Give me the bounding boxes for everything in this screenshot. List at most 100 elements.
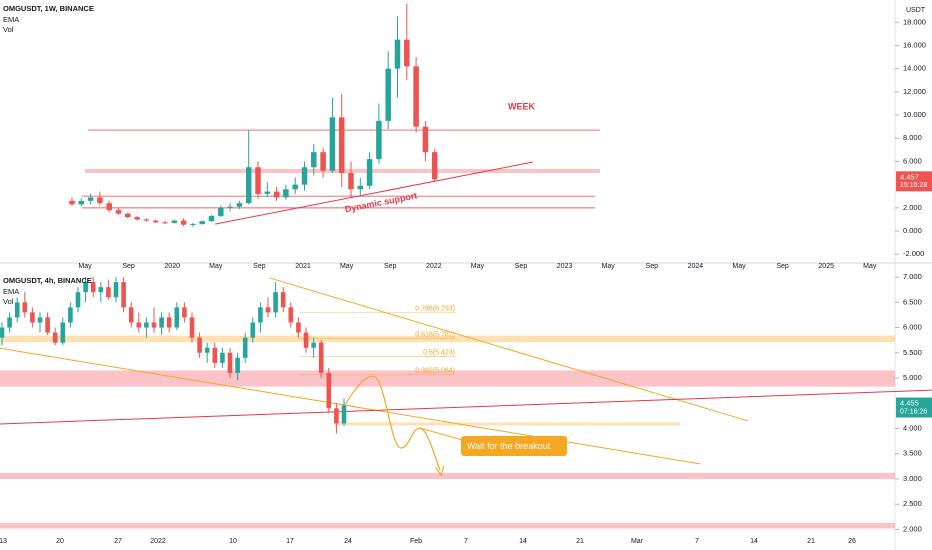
- candle-body: [280, 292, 286, 308]
- symbol-title: OMGUSDT, 1W, BINANCE: [3, 4, 94, 13]
- candle-body: [318, 342, 324, 373]
- candle-body: [190, 224, 196, 226]
- candle-body: [320, 152, 326, 171]
- annotation: WEEK: [508, 101, 536, 111]
- x-tick-label: Sep: [646, 263, 659, 270]
- candle-body: [7, 317, 12, 328]
- y-tick-label: 2.000: [903, 203, 922, 212]
- x-tick-label: 2022: [150, 538, 166, 545]
- candle-body: [227, 206, 233, 208]
- x-tick-label: 14: [750, 538, 758, 545]
- x-tick-label: 2020: [164, 263, 180, 270]
- zone-band: [335, 422, 680, 426]
- indicator-label: Vol: [3, 297, 14, 306]
- trend-line: [269, 277, 749, 422]
- candle-body: [143, 219, 150, 221]
- candle-body: [236, 203, 243, 207]
- candle-body: [357, 185, 364, 190]
- x-tick-label: May: [602, 263, 616, 270]
- y-tick-label: -2.000: [903, 249, 924, 258]
- candle-body: [166, 317, 172, 328]
- candle-body: [376, 120, 382, 160]
- candle-body: [366, 159, 373, 186]
- candle-body: [334, 408, 339, 424]
- candle-body: [75, 292, 81, 308]
- x-tick-label: Mar: [631, 538, 644, 545]
- trend-line: [0, 389, 932, 425]
- candle-body: [115, 210, 122, 214]
- y-tick-label: 18.000: [903, 17, 926, 26]
- trend-line: [0, 347, 701, 465]
- candle-body: [218, 207, 224, 216]
- candle-body: [296, 322, 301, 333]
- price-tag: [896, 171, 932, 192]
- candle-body: [326, 372, 332, 409]
- candle-body: [255, 167, 261, 194]
- x-tick-label: 13: [0, 538, 7, 545]
- candle-body: [136, 322, 142, 328]
- y-tick-label: 5.500: [903, 348, 922, 357]
- candle-body: [301, 167, 308, 185]
- callout-pointer: [419, 427, 463, 441]
- candle-body: [151, 322, 157, 328]
- x-tick-label: 2022: [426, 263, 442, 270]
- y-tick-label: 6.500: [903, 297, 922, 306]
- x-tick-label: Sep: [384, 263, 397, 270]
- x-tick-label: 26: [848, 538, 856, 545]
- x-tick-label: 21: [807, 538, 815, 545]
- x-tick-label: 21: [576, 538, 584, 545]
- unit-label: USDT: [906, 7, 926, 14]
- candle-body: [152, 220, 159, 223]
- candle-body: [212, 347, 218, 363]
- candle-body: [97, 197, 103, 204]
- x-tick-label: Sep: [253, 263, 266, 270]
- y-tick-label: 0.000: [903, 226, 922, 235]
- candle-body: [83, 282, 88, 293]
- candle-body: [348, 173, 354, 190]
- candle-body: [60, 322, 66, 343]
- zone-band: [0, 370, 895, 387]
- y-tick-label: 8.000: [903, 133, 922, 142]
- candle-body: [174, 307, 180, 328]
- x-tick-label: Sep: [776, 263, 789, 270]
- x-tick-label: 7: [464, 538, 468, 545]
- zone-band: [0, 522, 895, 529]
- candle-body: [431, 152, 438, 180]
- candle-body: [394, 39, 401, 69]
- x-tick-label: Feb: [410, 538, 422, 545]
- forecast-path: [344, 375, 441, 471]
- y-tick-label: 12.000: [903, 87, 926, 96]
- candle-body: [197, 337, 202, 353]
- fib-label: 0.5(5.423): [423, 350, 455, 357]
- x-tick-label: 2024: [688, 263, 704, 270]
- x-tick-label: May: [732, 263, 746, 270]
- x-tick-label: 14: [519, 538, 527, 545]
- candle-body: [250, 322, 256, 338]
- candle-body: [227, 352, 233, 373]
- candle-body: [98, 287, 104, 293]
- candle-body: [180, 220, 187, 225]
- y-tick-label: 3.000: [903, 474, 922, 483]
- x-tick-label: May: [863, 263, 877, 270]
- x-tick-label: 24: [344, 538, 352, 545]
- x-tick-label: 7: [695, 538, 699, 545]
- candle-body: [162, 222, 168, 224]
- candle-body: [22, 302, 28, 313]
- x-tick-label: 17: [286, 538, 294, 545]
- indicator-label: Vol: [3, 25, 14, 34]
- x-tick-label: 2023: [557, 263, 573, 270]
- candle-body: [37, 317, 43, 323]
- candle-body: [14, 302, 20, 318]
- candle-body: [242, 337, 248, 358]
- y-tick-label: 14.000: [903, 64, 926, 73]
- candle-body: [204, 347, 210, 353]
- candle-body: [199, 221, 205, 225]
- candle-body: [121, 282, 126, 308]
- candle-body: [182, 307, 187, 318]
- y-tick-label: 3.500: [903, 449, 922, 458]
- x-tick-label: 27: [114, 538, 122, 545]
- x-tick-label: 20: [56, 538, 64, 545]
- candle-body: [273, 191, 280, 198]
- fib-label: 0.382(5.064): [415, 368, 455, 375]
